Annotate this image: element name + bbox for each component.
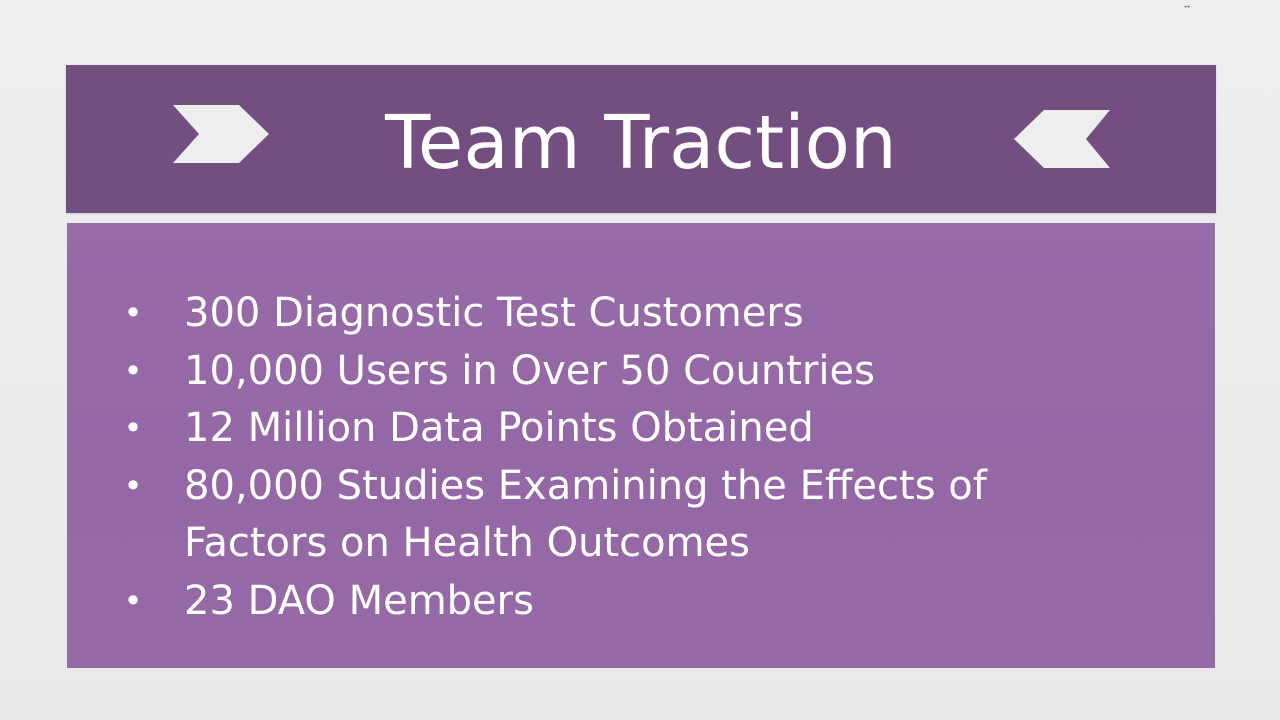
content-box: • 300 Diagnostic Test Customers • 10,000… <box>67 223 1215 668</box>
slide-title: Team Traction <box>385 100 897 186</box>
title-bar: Team Traction <box>66 65 1216 213</box>
chevron-left-icon <box>1014 110 1110 168</box>
list-item: • 12 Million Data Points Obtained <box>67 400 1215 458</box>
bullet-icon: • <box>123 351 143 390</box>
bullet-icon: • <box>123 294 143 332</box>
bullet-icon: • <box>123 466 143 505</box>
list-item-text: 12 Million Data Points Obtained <box>184 405 814 451</box>
list-item-text: 80,000 Studies Examining the Effects of … <box>184 462 987 567</box>
list-item: • 10,000 Users in Over 50 Countries <box>67 343 1215 401</box>
list-item: • 23 DAO Members <box>67 573 1215 631</box>
list-item: • 80,000 Studies Examining the Effects o… <box>67 458 1215 573</box>
list-item-text: 300 Diagnostic Test Customers <box>184 290 804 336</box>
list-item-text: 23 DAO Members <box>184 577 534 624</box>
chevron-right-icon <box>173 105 269 163</box>
bullet-icon: • <box>123 581 143 620</box>
list-item: • 300 Diagnostic Test Customers <box>67 285 1215 343</box>
bullet-icon: • <box>123 409 143 447</box>
bullet-list: • 300 Diagnostic Test Customers • 10,000… <box>67 285 1215 630</box>
list-item-text: 10,000 Users in Over 50 Countries <box>184 347 875 394</box>
resize-horizontal-icon[interactable]: ↔ <box>1182 0 1192 10</box>
